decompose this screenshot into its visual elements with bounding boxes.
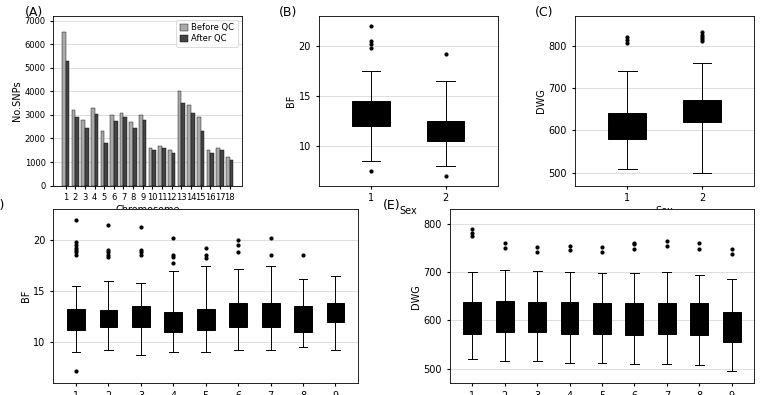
PathPatch shape — [229, 303, 247, 327]
PathPatch shape — [463, 302, 481, 334]
PathPatch shape — [327, 303, 344, 322]
PathPatch shape — [427, 121, 465, 141]
Y-axis label: BF: BF — [21, 290, 30, 303]
Text: (A): (A) — [25, 6, 43, 19]
Bar — [142, 120, 146, 186]
PathPatch shape — [609, 113, 646, 139]
Text: (B): (B) — [279, 6, 297, 19]
Bar — [207, 150, 210, 186]
PathPatch shape — [593, 303, 611, 334]
PathPatch shape — [294, 307, 312, 332]
Bar — [149, 148, 152, 186]
PathPatch shape — [67, 308, 85, 330]
Bar — [123, 117, 127, 186]
Bar — [229, 160, 233, 186]
PathPatch shape — [658, 303, 676, 334]
PathPatch shape — [690, 303, 708, 335]
X-axis label: Sex: Sex — [399, 206, 418, 216]
PathPatch shape — [352, 101, 389, 126]
PathPatch shape — [165, 312, 182, 332]
PathPatch shape — [132, 307, 150, 327]
Bar — [75, 117, 79, 186]
PathPatch shape — [261, 303, 280, 327]
Bar — [82, 120, 85, 186]
Bar — [178, 91, 181, 186]
Bar — [187, 105, 191, 186]
X-axis label: Chromosome: Chromosome — [115, 205, 180, 215]
Bar — [171, 152, 175, 186]
Text: (E): (E) — [383, 199, 400, 212]
Bar — [226, 157, 229, 186]
PathPatch shape — [100, 310, 117, 327]
Bar — [181, 103, 185, 186]
Bar — [101, 132, 104, 186]
Bar — [200, 132, 204, 186]
Text: (D): (D) — [0, 199, 5, 212]
Bar — [94, 114, 98, 186]
Bar — [197, 117, 200, 186]
PathPatch shape — [684, 100, 721, 122]
Bar — [210, 152, 214, 186]
PathPatch shape — [496, 301, 514, 333]
Bar — [130, 122, 133, 186]
PathPatch shape — [723, 312, 741, 342]
Legend: Before QC, After QC: Before QC, After QC — [176, 20, 238, 47]
Text: (C): (C) — [536, 6, 554, 19]
Bar — [133, 128, 137, 186]
Bar — [158, 145, 162, 186]
Y-axis label: DWG: DWG — [411, 284, 421, 308]
PathPatch shape — [561, 302, 578, 334]
X-axis label: Sex: Sex — [656, 206, 674, 216]
Bar — [220, 150, 224, 186]
Bar — [62, 32, 66, 186]
Bar — [91, 108, 94, 186]
Y-axis label: No.SNPs: No.SNPs — [11, 81, 22, 121]
PathPatch shape — [528, 302, 546, 333]
Bar — [72, 110, 75, 186]
Y-axis label: BF: BF — [286, 94, 296, 107]
PathPatch shape — [626, 303, 643, 335]
Bar — [110, 115, 114, 186]
Y-axis label: DWG: DWG — [536, 88, 546, 113]
Bar — [114, 121, 117, 186]
Bar — [120, 113, 123, 186]
Bar — [168, 150, 171, 186]
Bar — [104, 143, 108, 186]
Bar — [66, 60, 69, 186]
Bar — [191, 113, 195, 186]
PathPatch shape — [197, 308, 215, 330]
Bar — [162, 148, 166, 186]
Bar — [152, 150, 156, 186]
Bar — [139, 115, 142, 186]
Bar — [216, 148, 220, 186]
Bar — [85, 128, 88, 186]
